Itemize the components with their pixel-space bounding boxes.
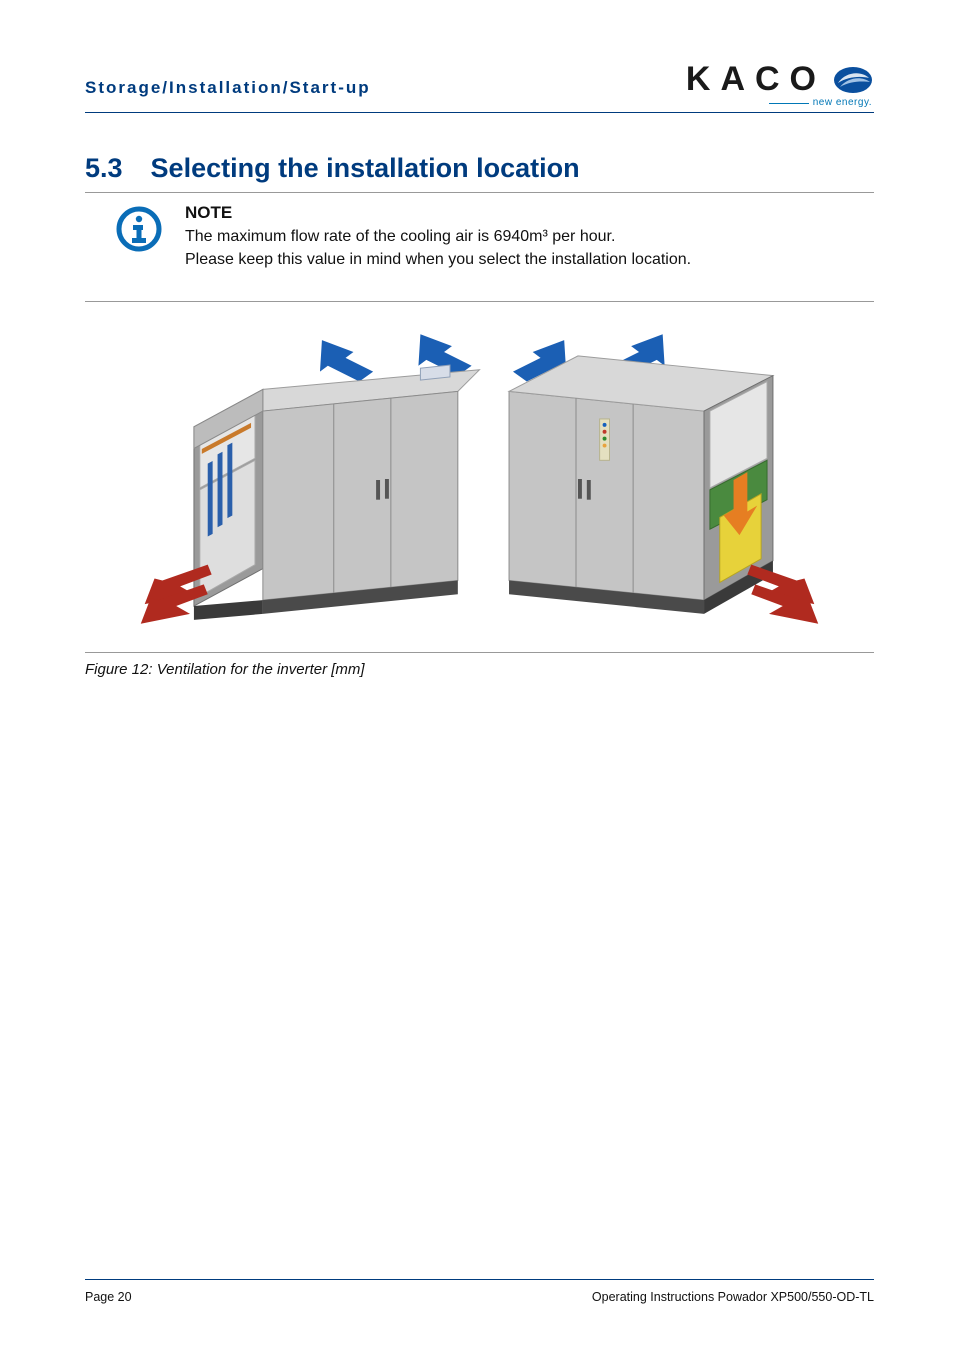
footer-doc-title: Operating Instructions Powador XP500/550… (592, 1290, 874, 1304)
note-heading: NOTE (185, 203, 691, 223)
figure-image (85, 314, 874, 653)
breadcrumb: Storage/Installation/Start-up (85, 60, 371, 98)
page-footer: Page 20 Operating Instructions Powador X… (85, 1279, 874, 1304)
footer-page-number: Page 20 (85, 1290, 132, 1304)
note-callout: NOTE The maximum flow rate of the coolin… (85, 193, 874, 302)
logo-text: KACO (686, 60, 826, 99)
note-line-1: The maximum flow rate of the cooling air… (185, 225, 691, 248)
note-line-2: Please keep this value in mind when you … (185, 248, 691, 271)
ventilation-diagram (125, 330, 834, 630)
logo-swirl-icon (832, 63, 874, 97)
figure-caption: Figure 12: Ventilation for the inverter … (85, 661, 874, 678)
section-heading: 5.3 Selecting the installation location (85, 153, 874, 193)
section-number: 5.3 (85, 153, 123, 184)
section-title: Selecting the installation location (151, 153, 580, 184)
info-icon (115, 205, 163, 253)
logo-tagline: new energy. (813, 97, 874, 108)
brand-logo: KACO new energy. (686, 60, 874, 108)
